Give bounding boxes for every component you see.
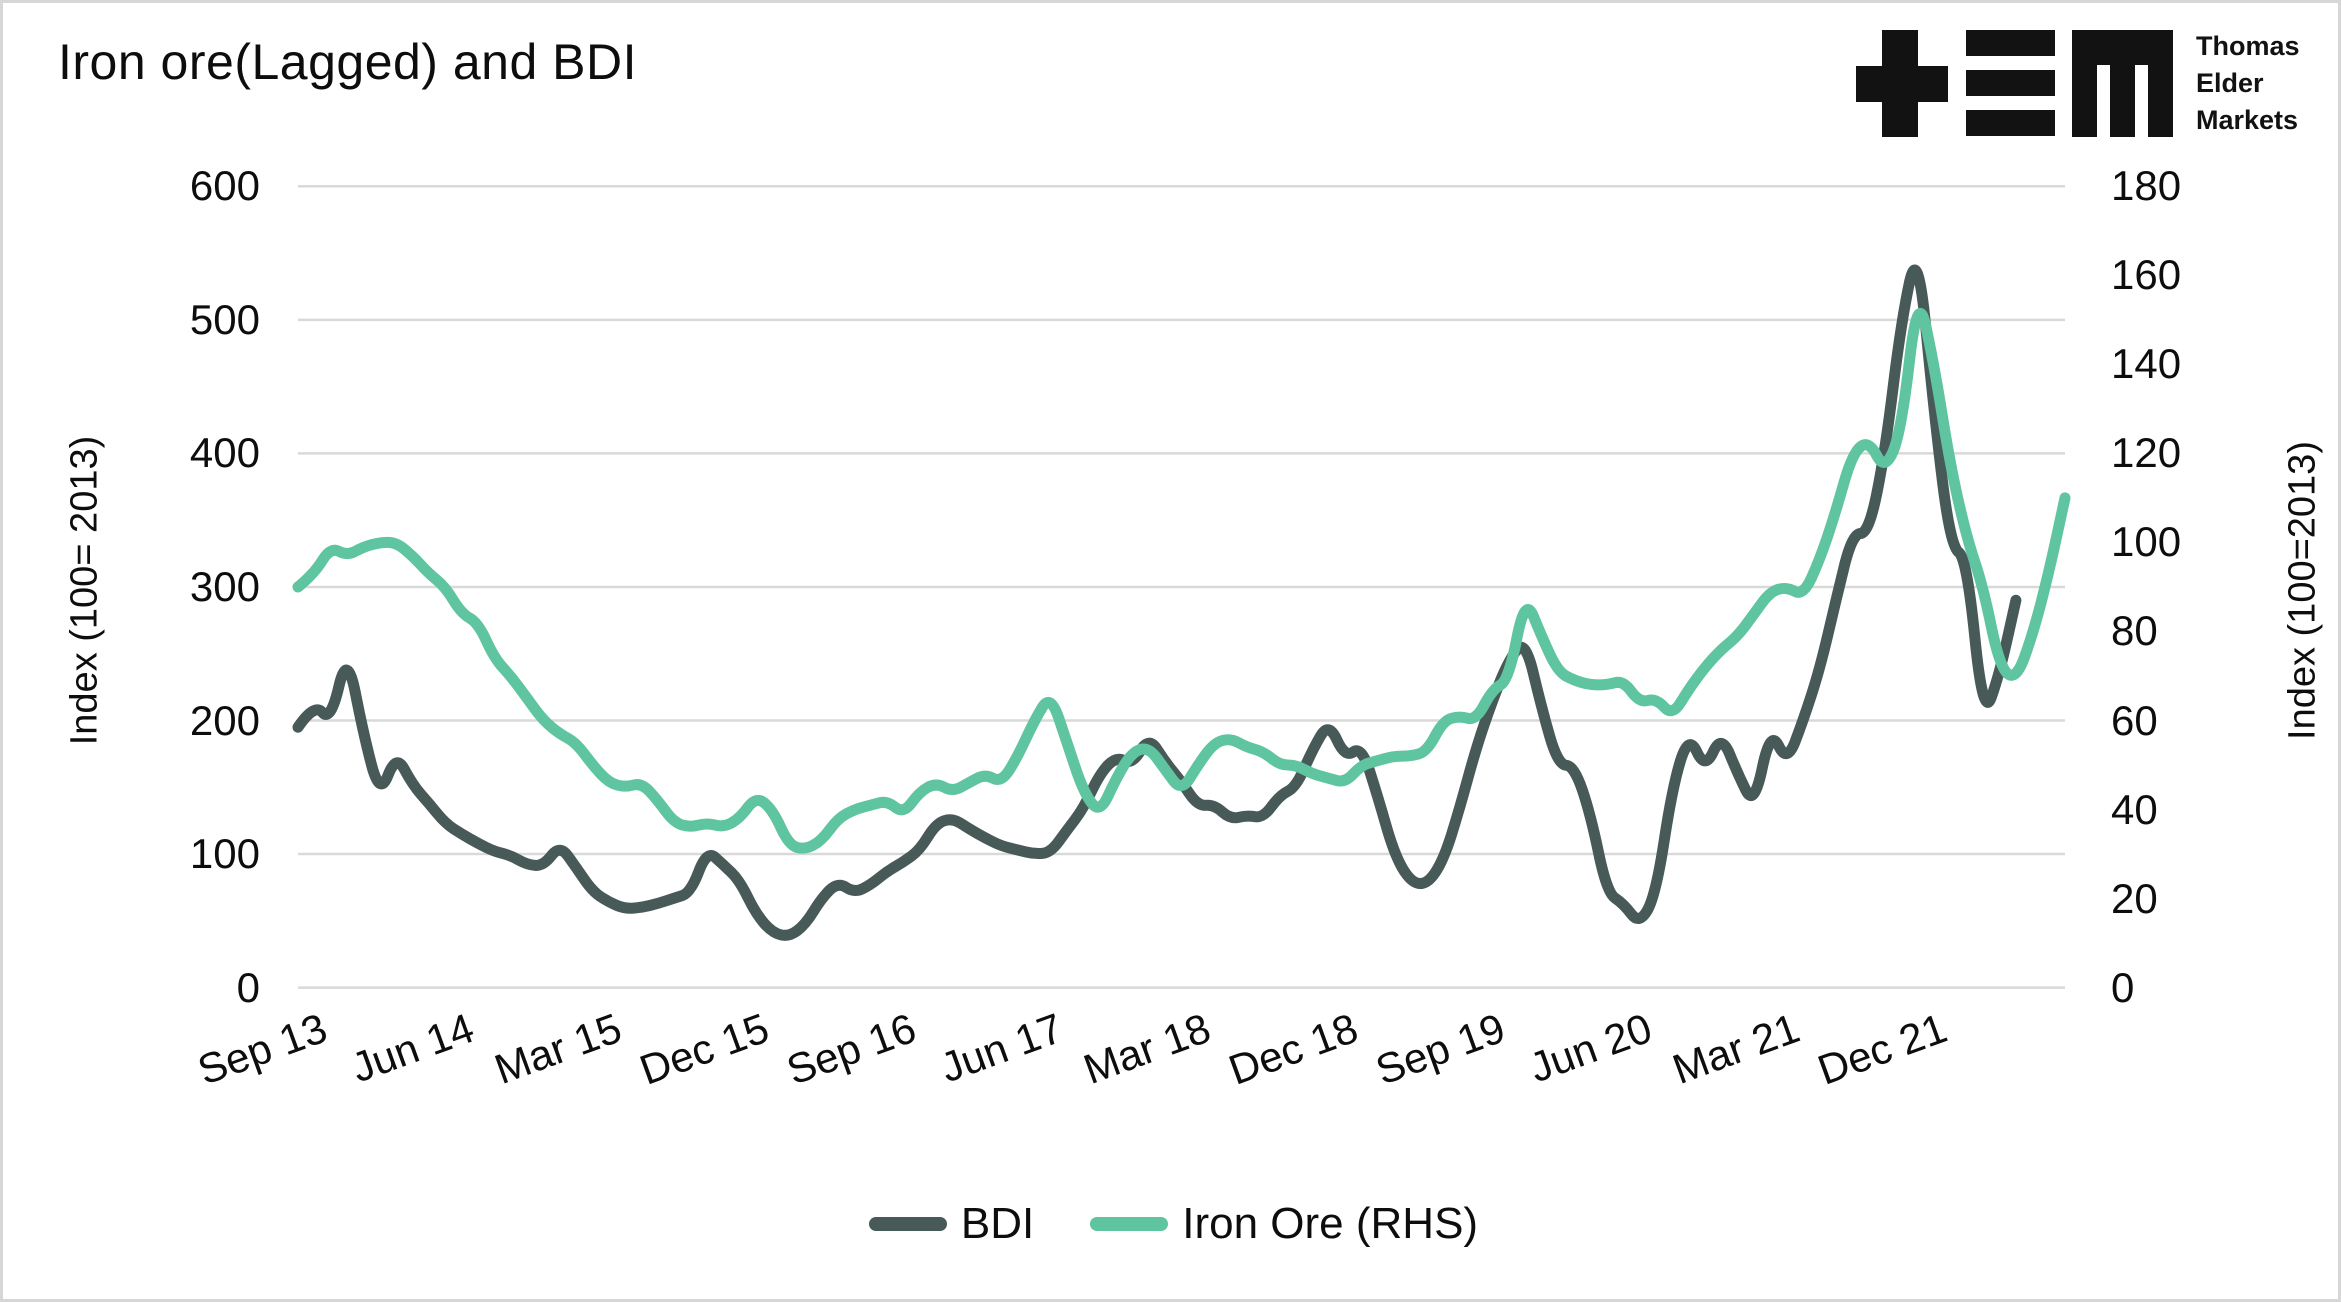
triple-bar-icon bbox=[1966, 30, 2055, 56]
left-tick-label: 200 bbox=[189, 696, 260, 744]
legend-item-iron-ore: Iron Ore (RHS) bbox=[1090, 1199, 1478, 1249]
left-tick-label: 0 bbox=[236, 963, 260, 1011]
right-tick-label: 160 bbox=[2111, 251, 2182, 299]
plus-icon-bar bbox=[1856, 66, 1948, 102]
left-tick-label: 300 bbox=[189, 562, 260, 610]
series-line-iron-ore-rhs- bbox=[292, 308, 2071, 854]
right-tick-label: 100 bbox=[2111, 518, 2182, 566]
legend: BDI Iron Ore (RHS) bbox=[3, 1199, 2338, 1249]
right-tick-label: 20 bbox=[2111, 874, 2158, 922]
right-tick-label: 180 bbox=[2111, 162, 2182, 210]
right-tick-label: 80 bbox=[2111, 607, 2158, 655]
legend-item-bdi: BDI bbox=[868, 1199, 1035, 1249]
m-glyph-icon bbox=[2072, 30, 2173, 137]
left-tick-label: 100 bbox=[189, 830, 260, 878]
right-tick-label: 40 bbox=[2111, 785, 2158, 833]
brand-text: Thomas Elder Markets bbox=[2196, 31, 2300, 135]
left-tick-label: 600 bbox=[189, 162, 260, 210]
left-tick-label: 400 bbox=[189, 429, 260, 477]
right-tick-label: 0 bbox=[2111, 963, 2135, 1011]
legend-label: BDI bbox=[960, 1199, 1035, 1248]
triple-bar-icon bbox=[1966, 70, 2055, 96]
plot-area bbox=[292, 185, 2071, 989]
right-tick-label: 60 bbox=[2111, 696, 2158, 744]
bdi-line-swatch bbox=[868, 1217, 947, 1231]
left-tick-label: 500 bbox=[189, 295, 260, 343]
chart-title: Iron ore(Lagged) and BDI bbox=[58, 34, 638, 90]
tem-logo: Thomas Elder Markets bbox=[1856, 30, 2316, 140]
triple-bar-icon bbox=[1966, 110, 2055, 136]
right-tick-label: 140 bbox=[2111, 340, 2182, 388]
iron-ore-line-swatch bbox=[1090, 1217, 1169, 1231]
legend-label: Iron Ore (RHS) bbox=[1182, 1199, 1479, 1248]
right-tick-label: 120 bbox=[2111, 429, 2182, 477]
